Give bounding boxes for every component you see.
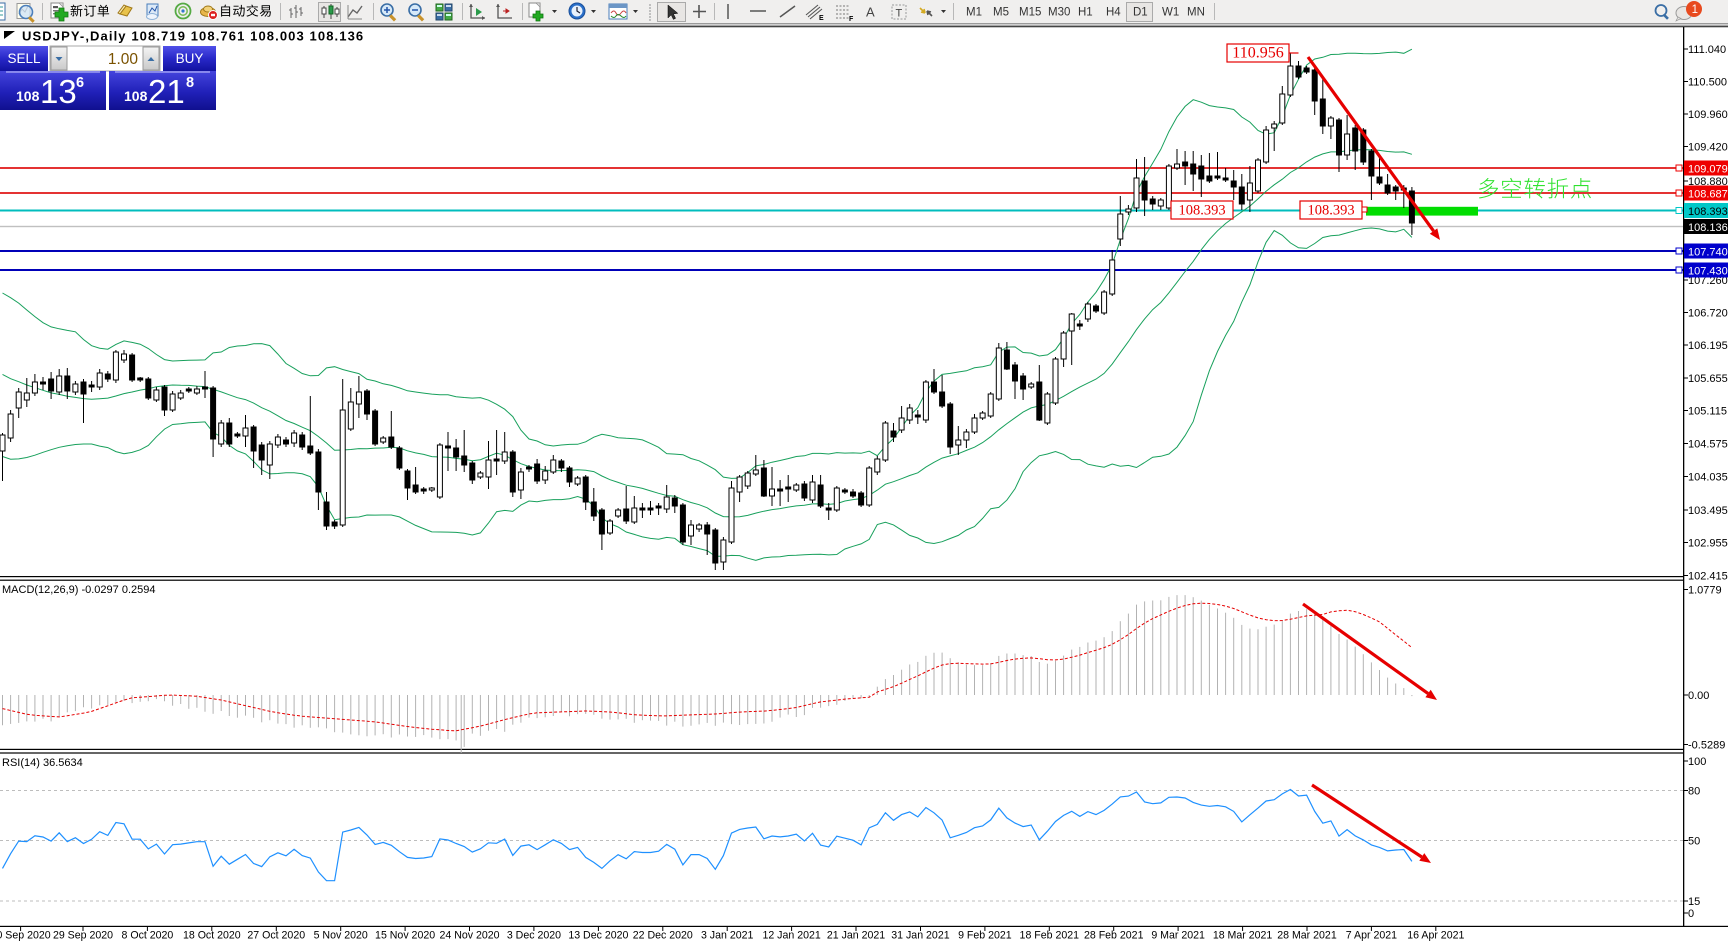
svg-text:29 Sep 2020: 29 Sep 2020 (53, 930, 113, 942)
svg-text:24 Nov 2020: 24 Nov 2020 (439, 930, 499, 942)
svg-text:T: T (896, 8, 903, 20)
svg-text:102.415: 102.415 (1688, 571, 1728, 583)
svg-text:105.655: 105.655 (1688, 373, 1728, 385)
svg-text:H1: H1 (1078, 7, 1093, 19)
svg-text:22 Dec 2020: 22 Dec 2020 (633, 930, 693, 942)
svg-text:18 Oct 2020: 18 Oct 2020 (183, 930, 241, 942)
svg-text:MN: MN (1187, 7, 1205, 19)
svg-text:108.393: 108.393 (1178, 203, 1225, 219)
svg-text:108.393: 108.393 (1307, 203, 1354, 219)
svg-text:28 Mar 2021: 28 Mar 2021 (1277, 930, 1337, 942)
svg-text:28 Feb 2021: 28 Feb 2021 (1084, 930, 1144, 942)
svg-text:27 Oct 2020: 27 Oct 2020 (247, 930, 305, 942)
svg-text:A: A (866, 5, 875, 20)
svg-text:110.500: 110.500 (1688, 77, 1727, 89)
svg-text:104.035: 104.035 (1688, 472, 1728, 484)
svg-text:W1: W1 (1162, 7, 1179, 19)
svg-text:1.00: 1.00 (108, 51, 139, 68)
svg-text:13 Dec 2020: 13 Dec 2020 (568, 930, 628, 942)
svg-text:107.260: 107.260 (1688, 275, 1728, 287)
svg-text:15 Nov 2020: 15 Nov 2020 (375, 930, 435, 942)
svg-text:13: 13 (40, 73, 77, 110)
svg-text:21 Jan 2021: 21 Jan 2021 (827, 930, 885, 942)
svg-text:6: 6 (76, 75, 84, 91)
svg-text:20 Sep 2020: 20 Sep 2020 (0, 930, 51, 942)
svg-text:F: F (849, 16, 854, 23)
svg-text:H4: H4 (1106, 7, 1121, 19)
svg-text:109.420: 109.420 (1688, 142, 1728, 154)
svg-text:31 Jan 2021: 31 Jan 2021 (891, 930, 949, 942)
svg-text:105.115: 105.115 (1688, 406, 1727, 418)
svg-text:108.687: 108.687 (1688, 189, 1728, 201)
svg-text:108.393: 108.393 (1688, 206, 1728, 218)
svg-text:3 Jan 2021: 3 Jan 2021 (701, 930, 754, 942)
svg-text:-0.5289: -0.5289 (1688, 740, 1725, 752)
svg-text:107.740: 107.740 (1688, 247, 1728, 259)
svg-text:8: 8 (186, 75, 194, 91)
svg-text:110.956: 110.956 (1232, 45, 1283, 62)
svg-text:12 Jan 2021: 12 Jan 2021 (762, 930, 820, 942)
svg-text:M15: M15 (1019, 7, 1041, 19)
svg-text:MACD(12,26,9) -0.0297 0.2594: MACD(12,26,9) -0.0297 0.2594 (2, 584, 155, 596)
svg-text:D1: D1 (1133, 7, 1148, 19)
svg-text:BUY: BUY (176, 51, 204, 66)
svg-text:15: 15 (1688, 896, 1700, 908)
svg-text:16 Apr 2021: 16 Apr 2021 (1407, 930, 1464, 942)
svg-text:108: 108 (124, 88, 148, 104)
svg-text:1.0779: 1.0779 (1688, 585, 1722, 597)
svg-text:106.720: 106.720 (1688, 308, 1728, 320)
svg-text:50: 50 (1688, 836, 1700, 848)
svg-text:M5: M5 (993, 7, 1009, 19)
svg-text:0.00: 0.00 (1688, 690, 1709, 702)
svg-text:108.136: 108.136 (1688, 222, 1728, 234)
svg-text:108: 108 (16, 88, 40, 104)
svg-text:102.955: 102.955 (1688, 538, 1728, 550)
svg-text:109.079: 109.079 (1688, 164, 1728, 176)
svg-text:USDJPY-,Daily 108.719 108.761: USDJPY-,Daily 108.719 108.761 108.003 10… (22, 29, 364, 44)
svg-text:107.430: 107.430 (1688, 266, 1728, 278)
svg-text:M30: M30 (1048, 7, 1070, 19)
svg-text:3 Dec 2020: 3 Dec 2020 (507, 930, 561, 942)
svg-text:8 Oct 2020: 8 Oct 2020 (122, 930, 174, 942)
svg-text:104.575: 104.575 (1688, 439, 1728, 451)
svg-text:7 Apr 2021: 7 Apr 2021 (1346, 930, 1397, 942)
svg-text:9 Mar 2021: 9 Mar 2021 (1151, 930, 1205, 942)
svg-text:18 Mar 2021: 18 Mar 2021 (1213, 930, 1273, 942)
svg-text:RSI(14) 36.5634: RSI(14) 36.5634 (2, 757, 83, 769)
svg-text:80: 80 (1688, 786, 1700, 798)
svg-text:108.880: 108.880 (1688, 176, 1728, 188)
svg-text:100: 100 (1688, 756, 1706, 768)
svg-text:1: 1 (1692, 4, 1698, 16)
svg-text:106.195: 106.195 (1688, 340, 1728, 352)
svg-text:109.960: 109.960 (1688, 109, 1728, 121)
svg-text:0: 0 (1688, 908, 1694, 920)
svg-text:111.040: 111.040 (1688, 44, 1726, 56)
svg-text:SELL: SELL (7, 51, 41, 66)
svg-text:9 Feb 2021: 9 Feb 2021 (958, 930, 1012, 942)
svg-text:18 Feb 2021: 18 Feb 2021 (1020, 930, 1080, 942)
svg-text:5 Nov 2020: 5 Nov 2020 (314, 930, 368, 942)
svg-text:103.495: 103.495 (1688, 505, 1728, 517)
svg-text:M1: M1 (966, 7, 982, 19)
svg-text:21: 21 (148, 73, 185, 110)
svg-text:E: E (819, 15, 824, 22)
